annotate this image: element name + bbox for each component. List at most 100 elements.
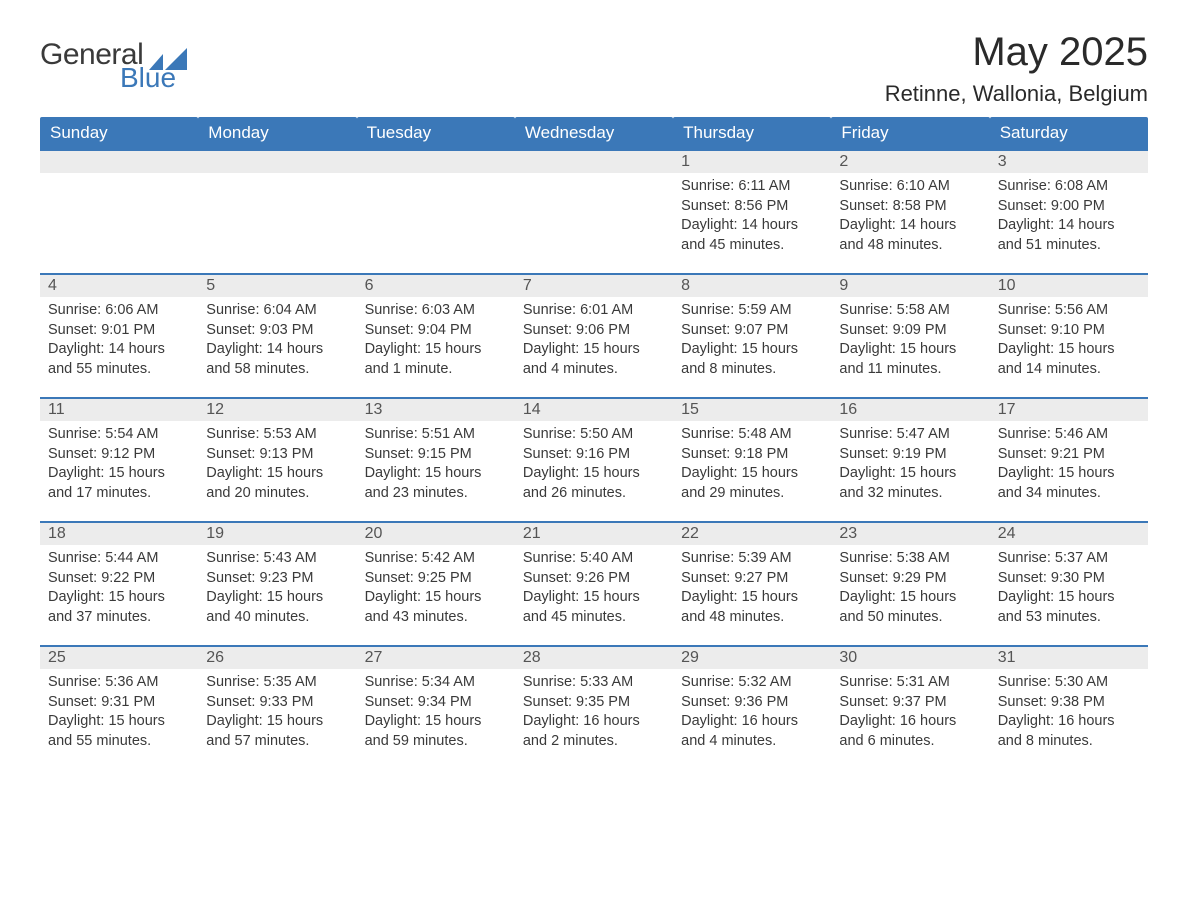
sunrise-label: Sunrise: 5:37 AM [998, 549, 1140, 569]
day-body: Sunrise: 5:36 AMSunset: 9:31 PMDaylight:… [40, 669, 198, 759]
dl1-label: Daylight: 15 hours [365, 340, 507, 360]
day-cell: 21Sunrise: 5:40 AMSunset: 9:26 PMDayligh… [515, 521, 673, 645]
day-number-bar [198, 149, 356, 173]
dl1-label: Daylight: 15 hours [48, 588, 190, 608]
sunset-label: Sunset: 9:19 PM [839, 445, 981, 465]
dl1-label: Daylight: 15 hours [206, 712, 348, 732]
sunrise-label: Sunrise: 5:40 AM [523, 549, 665, 569]
sunset-label: Sunset: 9:16 PM [523, 445, 665, 465]
day-body: Sunrise: 5:39 AMSunset: 9:27 PMDaylight:… [673, 545, 831, 635]
day-cell [198, 149, 356, 273]
sunset-label: Sunset: 9:35 PM [523, 693, 665, 713]
day-number-bar: 28 [515, 645, 673, 669]
sunrise-label: Sunrise: 6:04 AM [206, 301, 348, 321]
day-cell [40, 149, 198, 273]
flag-icon [149, 48, 187, 70]
day-number-bar: 14 [515, 397, 673, 421]
weekday-header: Tuesday [357, 117, 515, 149]
weekday-header: Thursday [673, 117, 831, 149]
day-number-bar: 27 [357, 645, 515, 669]
dl1-label: Daylight: 16 hours [523, 712, 665, 732]
dl2-label: and 23 minutes. [365, 484, 507, 504]
day-cell: 5Sunrise: 6:04 AMSunset: 9:03 PMDaylight… [198, 273, 356, 397]
day-body: Sunrise: 5:38 AMSunset: 9:29 PMDaylight:… [831, 545, 989, 635]
dl1-label: Daylight: 16 hours [998, 712, 1140, 732]
day-body: Sunrise: 5:40 AMSunset: 9:26 PMDaylight:… [515, 545, 673, 635]
dl2-label: and 4 minutes. [681, 732, 823, 752]
sunrise-label: Sunrise: 5:36 AM [48, 673, 190, 693]
day-cell: 19Sunrise: 5:43 AMSunset: 9:23 PMDayligh… [198, 521, 356, 645]
day-cell: 13Sunrise: 5:51 AMSunset: 9:15 PMDayligh… [357, 397, 515, 521]
day-number-bar: 30 [831, 645, 989, 669]
day-body: Sunrise: 5:32 AMSunset: 9:36 PMDaylight:… [673, 669, 831, 759]
sunrise-label: Sunrise: 5:43 AM [206, 549, 348, 569]
day-cell: 27Sunrise: 5:34 AMSunset: 9:34 PMDayligh… [357, 645, 515, 769]
sunrise-label: Sunrise: 5:58 AM [839, 301, 981, 321]
dl1-label: Daylight: 15 hours [681, 464, 823, 484]
sunrise-label: Sunrise: 5:42 AM [365, 549, 507, 569]
dl2-label: and 11 minutes. [839, 360, 981, 380]
sunset-label: Sunset: 9:13 PM [206, 445, 348, 465]
dl2-label: and 48 minutes. [681, 608, 823, 628]
day-body: Sunrise: 6:10 AMSunset: 8:58 PMDaylight:… [831, 173, 989, 263]
sunset-label: Sunset: 9:06 PM [523, 321, 665, 341]
dl2-label: and 48 minutes. [839, 236, 981, 256]
sunrise-label: Sunrise: 5:50 AM [523, 425, 665, 445]
day-cell: 25Sunrise: 5:36 AMSunset: 9:31 PMDayligh… [40, 645, 198, 769]
dl1-label: Daylight: 15 hours [998, 340, 1140, 360]
day-body: Sunrise: 5:34 AMSunset: 9:34 PMDaylight:… [357, 669, 515, 759]
title-block: May 2025 Retinne, Wallonia, Belgium [885, 30, 1148, 107]
dl1-label: Daylight: 15 hours [839, 340, 981, 360]
sunset-label: Sunset: 9:34 PM [365, 693, 507, 713]
calendar-table: Sunday Monday Tuesday Wednesday Thursday… [40, 117, 1148, 769]
sunset-label: Sunset: 9:22 PM [48, 569, 190, 589]
dl1-label: Daylight: 15 hours [523, 340, 665, 360]
sunset-label: Sunset: 8:58 PM [839, 197, 981, 217]
day-body: Sunrise: 5:46 AMSunset: 9:21 PMDaylight:… [990, 421, 1148, 511]
dl2-label: and 45 minutes. [681, 236, 823, 256]
sunrise-label: Sunrise: 6:08 AM [998, 177, 1140, 197]
day-cell: 20Sunrise: 5:42 AMSunset: 9:25 PMDayligh… [357, 521, 515, 645]
day-cell: 23Sunrise: 5:38 AMSunset: 9:29 PMDayligh… [831, 521, 989, 645]
day-number-bar: 24 [990, 521, 1148, 545]
day-number-bar [515, 149, 673, 173]
day-cell: 16Sunrise: 5:47 AMSunset: 9:19 PMDayligh… [831, 397, 989, 521]
sunrise-label: Sunrise: 5:33 AM [523, 673, 665, 693]
dl1-label: Daylight: 15 hours [48, 712, 190, 732]
dl2-label: and 55 minutes. [48, 732, 190, 752]
dl2-label: and 58 minutes. [206, 360, 348, 380]
sunrise-label: Sunrise: 5:56 AM [998, 301, 1140, 321]
dl1-label: Daylight: 15 hours [365, 588, 507, 608]
day-cell: 3Sunrise: 6:08 AMSunset: 9:00 PMDaylight… [990, 149, 1148, 273]
sunrise-label: Sunrise: 5:59 AM [681, 301, 823, 321]
day-number-bar: 16 [831, 397, 989, 421]
day-body: Sunrise: 6:04 AMSunset: 9:03 PMDaylight:… [198, 297, 356, 387]
day-cell: 17Sunrise: 5:46 AMSunset: 9:21 PMDayligh… [990, 397, 1148, 521]
dl2-label: and 29 minutes. [681, 484, 823, 504]
sunset-label: Sunset: 9:07 PM [681, 321, 823, 341]
sunset-label: Sunset: 9:04 PM [365, 321, 507, 341]
dl2-label: and 40 minutes. [206, 608, 348, 628]
dl2-label: and 8 minutes. [681, 360, 823, 380]
dl1-label: Daylight: 14 hours [998, 216, 1140, 236]
brand-logo: General Blue [40, 38, 187, 94]
day-body: Sunrise: 6:06 AMSunset: 9:01 PMDaylight:… [40, 297, 198, 387]
day-body: Sunrise: 5:43 AMSunset: 9:23 PMDaylight:… [198, 545, 356, 635]
day-number-bar: 1 [673, 149, 831, 173]
day-cell: 14Sunrise: 5:50 AMSunset: 9:16 PMDayligh… [515, 397, 673, 521]
day-cell: 6Sunrise: 6:03 AMSunset: 9:04 PMDaylight… [357, 273, 515, 397]
sunset-label: Sunset: 9:30 PM [998, 569, 1140, 589]
day-cell: 29Sunrise: 5:32 AMSunset: 9:36 PMDayligh… [673, 645, 831, 769]
sunset-label: Sunset: 9:21 PM [998, 445, 1140, 465]
dl2-label: and 57 minutes. [206, 732, 348, 752]
dl2-label: and 14 minutes. [998, 360, 1140, 380]
day-cell: 18Sunrise: 5:44 AMSunset: 9:22 PMDayligh… [40, 521, 198, 645]
day-cell [515, 149, 673, 273]
dl1-label: Daylight: 15 hours [839, 464, 981, 484]
sunrise-label: Sunrise: 6:01 AM [523, 301, 665, 321]
sunset-label: Sunset: 9:36 PM [681, 693, 823, 713]
day-cell: 24Sunrise: 5:37 AMSunset: 9:30 PMDayligh… [990, 521, 1148, 645]
day-body: Sunrise: 5:53 AMSunset: 9:13 PMDaylight:… [198, 421, 356, 511]
day-body: Sunrise: 6:11 AMSunset: 8:56 PMDaylight:… [673, 173, 831, 263]
day-body: Sunrise: 6:03 AMSunset: 9:04 PMDaylight:… [357, 297, 515, 387]
